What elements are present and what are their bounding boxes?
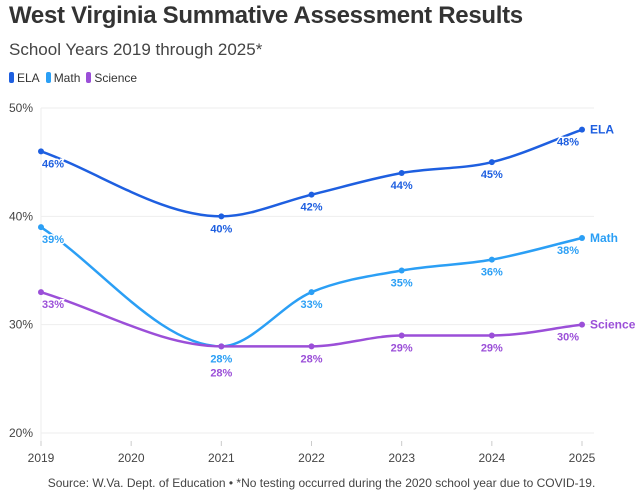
ela-point	[218, 213, 225, 220]
science-series-label: Science	[590, 318, 636, 332]
ela-series-label: ELA	[590, 123, 614, 137]
legend-swatch-science	[86, 72, 92, 83]
science-point	[398, 332, 405, 339]
legend-label-math: Math	[53, 71, 81, 85]
science-point	[579, 321, 585, 328]
science-data-label: 33%	[42, 299, 64, 311]
science-data-label: 28%	[210, 367, 232, 379]
ela-data-label: 48%	[557, 137, 579, 149]
y-tick-label: 20%	[9, 426, 33, 440]
ela-point	[398, 170, 405, 176]
math-data-label: 35%	[391, 278, 413, 290]
math-point	[579, 235, 585, 241]
x-tick-label: 2020	[118, 451, 145, 465]
y-tick-label: 40%	[9, 209, 33, 223]
math-point	[488, 256, 495, 263]
ela-point	[308, 191, 315, 198]
math-data-label: 39%	[42, 234, 64, 246]
legend-label-science: Science	[94, 71, 138, 85]
ela-point	[38, 148, 44, 155]
legend-label-ela: ELA	[17, 71, 40, 85]
x-tick-label: 2022	[298, 451, 325, 465]
science-point	[218, 343, 225, 350]
legend-item-science: Science	[86, 71, 137, 85]
x-tick-label: 2024	[478, 451, 505, 465]
science-line	[40, 290, 583, 348]
chart-subtitle: School Years 2019 through 2025*	[9, 40, 263, 59]
science-data-label: 28%	[300, 353, 322, 365]
math-point	[308, 289, 315, 296]
x-tick-label: 2023	[388, 451, 415, 465]
y-tick-label: 30%	[9, 318, 33, 332]
science-point	[38, 289, 44, 296]
legend-swatch-ela	[9, 72, 14, 83]
math-line	[40, 226, 583, 348]
y-tick-label: 50%	[9, 101, 33, 115]
ela-data-label: 45%	[481, 169, 503, 181]
legend-item-math: Math	[45, 71, 81, 85]
ela-point	[488, 159, 495, 166]
math-point	[398, 267, 405, 274]
math-data-label: 38%	[557, 245, 579, 257]
math-series-label: Math	[590, 231, 618, 245]
math-point	[38, 224, 44, 231]
legend-item-ela: ELA	[9, 71, 40, 85]
ela-data-label: 46%	[42, 158, 64, 170]
science-data-label: 30%	[557, 332, 579, 344]
chart-title: West Virginia Summative Assessment Resul…	[9, 2, 523, 29]
x-tick-label: 2021	[208, 451, 235, 465]
x-tick-label: 2019	[28, 451, 55, 465]
ela-data-label: 44%	[391, 180, 413, 192]
ela-point	[579, 126, 585, 133]
legend: ELA Math Science	[9, 71, 137, 85]
science-point	[308, 343, 315, 350]
math-data-label: 28%	[210, 353, 232, 365]
legend-swatch-math	[45, 72, 51, 83]
science-data-label: 29%	[481, 343, 503, 355]
footnote: Source: W.Va. Dept. of Education • *No t…	[47, 476, 596, 490]
ela-data-label: 42%	[300, 202, 322, 214]
science-point	[488, 332, 495, 339]
science-data-label: 29%	[391, 343, 413, 355]
ela-data-label: 40%	[210, 223, 232, 235]
math-data-label: 33%	[300, 299, 322, 311]
x-tick-label: 2025	[569, 451, 596, 465]
math-data-label: 36%	[481, 267, 503, 279]
